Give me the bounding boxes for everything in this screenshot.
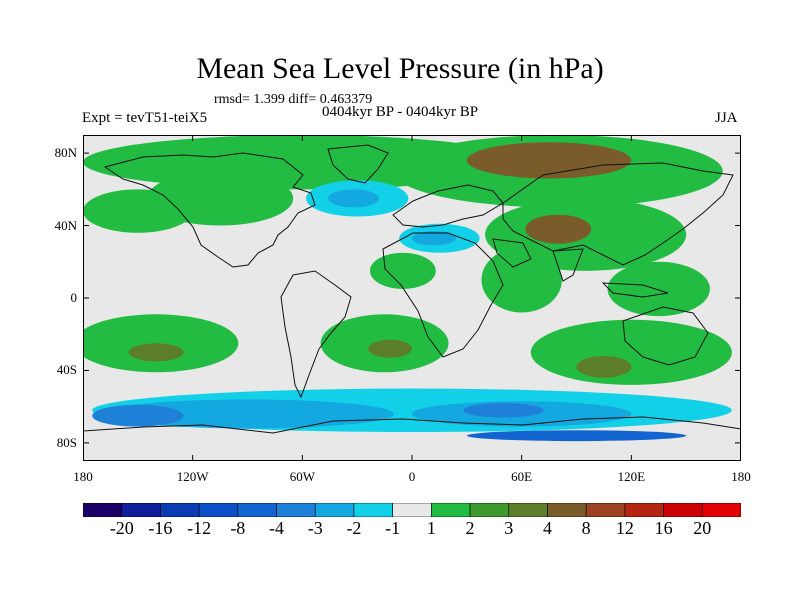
colorbar-label: -3 [307,518,323,538]
colorbar-swatch [237,503,277,517]
coastlines [83,144,741,434]
field-south-pacific-strong [128,343,184,362]
field-north-atlantic-negative-core [327,189,380,208]
field-indian-sector-strong [463,403,544,418]
lon-label: 60E [511,469,533,484]
field-north-america-positive [146,171,294,226]
colorbar-label: 3 [504,518,514,538]
lon-label: 180 [731,469,751,484]
season-label: JJA [715,110,738,126]
field-siberia-strong [466,142,632,179]
lat-label: 80S [56,434,77,450]
experiment-label: Expt = tevT51-teiX5 [82,110,208,126]
colorbar-label: 12 [615,518,634,538]
colorbar-label: -12 [187,518,212,538]
lat-label: 80N [54,145,77,161]
colorbar-label: 8 [581,518,591,538]
colorbar-swatch [431,503,471,517]
field-west-africa-positive [369,252,436,289]
colorbar-swatch [624,503,664,517]
lat-label: 40N [54,217,77,233]
colorbar-label: 4 [542,518,552,538]
field-south-indian-strong [576,355,632,378]
colorbar-label: 20 [693,518,712,538]
lon-label: 60W [289,469,315,484]
field-antarctic-coastal-negative [466,430,687,442]
lon-label: 180 [73,469,93,484]
anomaly-field [83,135,732,442]
colorbar-label: -20 [109,518,134,538]
field-indian-ocean-positive [481,247,562,313]
field-maritime-positive [607,261,710,317]
colorbar-swatch [469,503,510,517]
chart-title: Mean Sea Level Pressure (in hPa) [196,52,604,85]
field-south-pacific-positive [83,314,239,373]
lat-label: 0 [70,290,78,305]
colorbar-label: 2 [465,518,475,538]
field-south-indian-positive [530,319,732,385]
colorbar-swatch [198,503,239,517]
colorbar-label: 1 [426,518,436,538]
field-asia-strong [525,214,592,244]
colorbar-swatch [508,503,548,517]
lon-label: 120W [176,469,209,484]
colorbar [83,503,741,517]
lon-label: 0 [408,469,416,484]
colorbar-swatch [83,503,123,517]
colorbar-label: -8 [230,518,246,538]
lon-label: 120E [617,469,646,484]
colorbar-label: -4 [269,518,285,538]
colorbar-swatch [392,503,432,517]
colorbar-swatch [160,503,200,517]
colorbar-swatch [314,503,355,517]
colorbar-swatch [121,503,161,517]
lat-label: 40S [56,362,77,378]
colorbar-label: 16 [654,518,673,538]
colorbar-label: -1 [385,518,401,538]
axis-ticks [83,135,741,461]
colorbar-swatch [353,503,393,517]
field-mediterranean-negative-core [412,230,456,246]
pressure-map [83,135,741,461]
field-south-atlantic-strong [368,339,413,358]
colorbar-label: -2 [346,518,362,538]
period-label: 0404kyr BP - 0404kyr BP [322,104,479,120]
colorbar-swatch [585,503,626,517]
rmsd-diff-stats: rmsd= 1.399 diff= 0.463379 [214,92,373,107]
colorbar-swatch [547,503,587,517]
field-pacific-sector-negative [92,404,184,427]
colorbar-swatch [663,503,703,517]
colorbar-swatch [276,503,316,517]
colorbar-label: -16 [148,518,173,538]
colorbar-swatch [701,503,741,517]
